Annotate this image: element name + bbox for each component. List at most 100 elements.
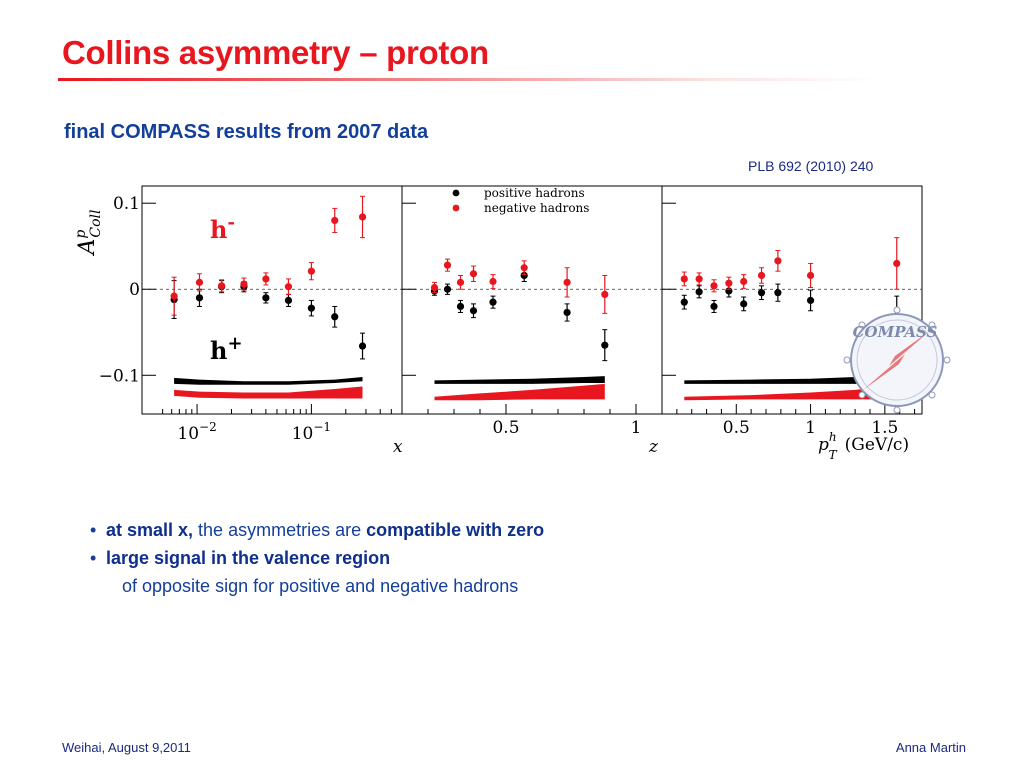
negative-hadron-point bbox=[469, 270, 478, 278]
positive-hadron-point bbox=[563, 308, 571, 317]
annotation-h-minus: h- bbox=[210, 212, 235, 244]
annotation-h-plus: h+ bbox=[210, 333, 243, 365]
positive-hadron-point bbox=[469, 307, 478, 315]
systematic-band-negative bbox=[174, 386, 363, 399]
title-underline bbox=[58, 78, 880, 81]
systematic-band-negative bbox=[684, 385, 897, 401]
compass-logo: COMPASS bbox=[843, 306, 951, 414]
x-axis-title: x bbox=[393, 437, 403, 457]
bullet-emphasis: compatible with zero bbox=[366, 520, 545, 540]
slide-title: Collins asymmetry – proton bbox=[62, 34, 489, 71]
positive-hadron-point bbox=[284, 296, 293, 305]
positive-hadron-point bbox=[740, 300, 748, 308]
panel-pt: 0.5 1 1.5 bbox=[661, 185, 923, 438]
systematic-band-positive bbox=[434, 376, 605, 384]
negative-hadron-point bbox=[331, 216, 339, 225]
positive-hadron-point bbox=[489, 298, 497, 306]
bullet-continuation: of opposite sign for positive and negati… bbox=[122, 576, 519, 596]
x-tick-label: 1 bbox=[805, 418, 816, 438]
compass-logo-ring bbox=[850, 313, 944, 407]
legend-marker-negative bbox=[452, 204, 460, 212]
negative-hadron-point bbox=[680, 275, 688, 283]
positive-hadron-point bbox=[331, 313, 339, 321]
panel-frame bbox=[661, 185, 923, 415]
negative-hadron-point bbox=[520, 264, 528, 272]
x-tick-label: 10−2 bbox=[177, 420, 216, 444]
negative-hadron-point bbox=[443, 261, 452, 269]
positive-hadron-point bbox=[456, 302, 465, 311]
negative-hadron-point bbox=[284, 283, 293, 291]
compass-logo-knob bbox=[858, 321, 866, 329]
y-tick-label: −0.1 bbox=[99, 366, 140, 386]
systematic-band-positive bbox=[684, 372, 897, 384]
positive-hadron-point bbox=[695, 288, 703, 296]
positive-hadron-point bbox=[710, 302, 718, 311]
positive-hadron-point bbox=[680, 298, 688, 306]
negative-hadron-point bbox=[218, 282, 226, 290]
legend-label-positive: positive hadrons bbox=[484, 186, 585, 200]
x-tick-label: 1 bbox=[631, 418, 642, 438]
negative-hadron-point bbox=[262, 275, 270, 283]
panel-z: 0.5 1 bbox=[401, 185, 663, 438]
positive-hadron-point bbox=[307, 304, 315, 312]
positive-hadron-point bbox=[358, 342, 367, 350]
x-axis-title: ph T (GeV/c) bbox=[818, 430, 909, 462]
negative-hadron-point bbox=[430, 283, 439, 292]
positive-hadron-point bbox=[195, 294, 204, 302]
legend-marker-positive bbox=[452, 189, 460, 197]
slide-subtitle: final COMPASS results from 2007 data bbox=[64, 121, 429, 143]
x-tick-label: 10−1 bbox=[292, 420, 331, 444]
negative-hadron-point bbox=[740, 277, 748, 286]
compass-logo-knob bbox=[893, 406, 901, 414]
bullet-dot-icon: • bbox=[90, 548, 97, 568]
legend-label-negative: negative hadrons bbox=[484, 201, 589, 215]
negative-hadron-point bbox=[307, 267, 315, 275]
systematic-band-negative bbox=[434, 383, 605, 401]
bullet-item: • at small x, the asymmetries are compati… bbox=[90, 516, 545, 544]
positive-hadron-point bbox=[757, 289, 766, 297]
reference-citation: PLB 692 (2010) 240 bbox=[748, 158, 874, 174]
bullet-item: • large signal in the valence region bbox=[90, 544, 544, 572]
bullet-lead: large signal in the valence region bbox=[106, 548, 391, 568]
x-tick-label: 1.5 bbox=[871, 418, 898, 438]
negative-hadron-point bbox=[695, 275, 703, 283]
negative-hadron-point bbox=[601, 290, 609, 299]
compass-logo-knob bbox=[893, 306, 901, 314]
compass-logo-knob bbox=[858, 391, 866, 399]
y-axis-title: ApColl bbox=[73, 210, 104, 257]
footer-author: Anna Martin bbox=[895, 740, 966, 755]
x-tick-label: 0.5 bbox=[492, 418, 519, 438]
x-tick-label: 0.5 bbox=[723, 418, 750, 438]
compass-logo-knob bbox=[928, 391, 936, 399]
positive-hadron-point bbox=[601, 341, 609, 349]
bullet-list: • at small x, the asymmetries are compati… bbox=[90, 516, 545, 600]
negative-hadron-point bbox=[806, 271, 815, 280]
negative-hadron-point bbox=[195, 278, 204, 286]
negative-hadron-point bbox=[563, 278, 571, 286]
bullet-lead: at small x, bbox=[106, 520, 194, 540]
bullet-dot-icon: • bbox=[90, 520, 97, 540]
footer-event: Weihai, August 9,2011 bbox=[62, 740, 191, 755]
negative-hadron-point bbox=[358, 213, 367, 221]
y-tick-label: 0.1 bbox=[113, 194, 140, 214]
negative-hadron-point bbox=[240, 280, 248, 288]
systematic-band-positive bbox=[174, 377, 363, 385]
compass-needle-icon bbox=[889, 330, 931, 366]
negative-hadron-point bbox=[170, 292, 178, 300]
positive-hadron-point bbox=[806, 296, 815, 305]
compass-logo-knob bbox=[843, 356, 851, 364]
negative-hadron-point bbox=[725, 279, 733, 287]
compass-logo-text: COMPASS bbox=[853, 323, 938, 341]
negative-hadron-point bbox=[489, 277, 497, 286]
compass-logo-inner-ring bbox=[856, 319, 938, 401]
bullet-text: the asymmetries are bbox=[193, 520, 367, 540]
compass-needle-icon bbox=[863, 354, 905, 390]
compass-logo-knob bbox=[943, 356, 951, 364]
positive-hadron-point bbox=[774, 289, 782, 297]
negative-hadron-point bbox=[774, 257, 782, 265]
y-tick-label: 0 bbox=[129, 280, 140, 300]
panel-x: 10−2 10−1 bbox=[141, 185, 403, 444]
negative-hadron-point bbox=[710, 282, 718, 290]
